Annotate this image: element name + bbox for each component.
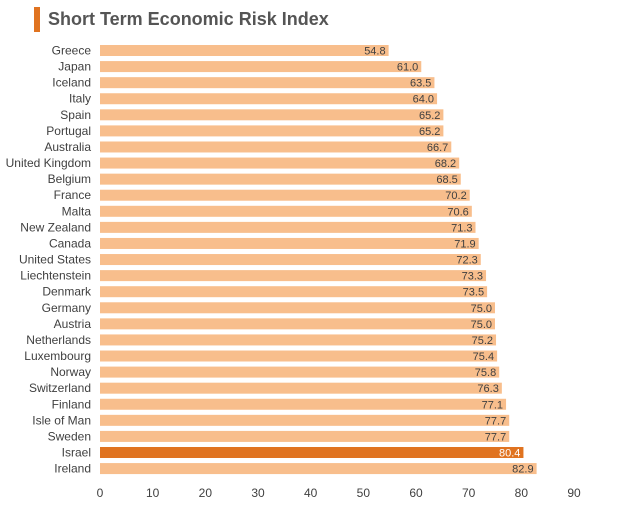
- category-label-malta: Malta: [62, 204, 92, 218]
- bar-malta: [100, 205, 472, 217]
- category-label-switzerland: Switzerland: [29, 381, 91, 395]
- x-tick-label-20: 20: [199, 486, 213, 500]
- value-label-belgium: 68.5: [436, 174, 457, 186]
- value-label-luxembourg: 75.4: [473, 351, 494, 363]
- value-label-japan: 61.0: [397, 62, 418, 74]
- category-label-norway: Norway: [50, 365, 91, 379]
- value-label-united-kingdom: 68.2: [435, 158, 456, 170]
- value-label-ireland: 82.9: [512, 464, 533, 476]
- x-tick-label-80: 80: [515, 486, 529, 500]
- value-label-israel: 80.4: [499, 448, 520, 460]
- value-label-italy: 64.0: [413, 94, 434, 106]
- category-label-sweden: Sweden: [48, 429, 91, 443]
- chart-title: Short Term Economic Risk Index: [48, 9, 329, 29]
- bar-israel: [100, 447, 524, 458]
- bar-finland: [100, 398, 507, 410]
- bar-denmark: [100, 286, 488, 298]
- value-label-isle-of-man: 77.7: [485, 415, 506, 427]
- bar-spain: [100, 109, 444, 121]
- category-label-canada: Canada: [49, 236, 91, 250]
- x-tick-label-70: 70: [462, 486, 476, 500]
- bar-united-states: [100, 254, 481, 266]
- bar-new-zealand: [100, 221, 476, 233]
- value-label-france: 70.2: [445, 190, 466, 202]
- x-tick-label-0: 0: [97, 486, 104, 500]
- bar-switzerland: [100, 382, 502, 394]
- category-label-new-zealand: New Zealand: [20, 220, 91, 234]
- category-label-israel: Israel: [62, 446, 91, 460]
- category-label-france: France: [54, 188, 92, 202]
- category-label-united-kingdom: United Kingdom: [6, 156, 91, 170]
- bar-greece: [100, 45, 389, 56]
- category-label-netherlands: Netherlands: [26, 333, 91, 347]
- x-tick-label-30: 30: [251, 486, 265, 500]
- value-label-austria: 75.0: [471, 319, 492, 331]
- value-label-liechtenstein: 73.3: [462, 271, 483, 283]
- bar-canada: [100, 237, 479, 249]
- value-label-malta: 70.6: [447, 206, 468, 218]
- category-label-luxembourg: Luxembourg: [24, 349, 91, 363]
- category-label-finland: Finland: [52, 397, 91, 411]
- value-label-norway: 75.8: [475, 367, 496, 379]
- value-label-germany: 75.0: [471, 303, 492, 315]
- bar-ireland: [100, 463, 537, 475]
- bar-japan: [100, 61, 422, 73]
- category-label-italy: Italy: [69, 92, 91, 106]
- category-label-belgium: Belgium: [48, 172, 91, 186]
- category-label-denmark: Denmark: [42, 285, 92, 299]
- bar-netherlands: [100, 334, 497, 346]
- value-label-united-states: 72.3: [456, 255, 477, 267]
- bar-germany: [100, 302, 495, 314]
- value-label-switzerland: 76.3: [477, 383, 498, 395]
- value-label-portugal: 65.2: [419, 126, 440, 138]
- category-label-united-states: United States: [19, 253, 91, 267]
- title-accent-bar: [34, 7, 40, 32]
- bar-iceland: [100, 77, 435, 89]
- value-label-netherlands: 75.2: [472, 335, 493, 347]
- bar-belgium: [100, 173, 461, 185]
- bar-isle-of-man: [100, 414, 510, 426]
- bar-italy: [100, 93, 438, 105]
- x-tick-label-50: 50: [357, 486, 371, 500]
- x-tick-label-10: 10: [146, 486, 160, 500]
- bar-norway: [100, 366, 500, 378]
- value-label-australia: 66.7: [427, 142, 448, 154]
- category-label-greece: Greece: [52, 44, 92, 58]
- value-label-denmark: 73.5: [463, 287, 484, 299]
- category-label-portugal: Portugal: [46, 124, 91, 138]
- value-label-sweden: 77.7: [485, 431, 506, 443]
- value-label-new-zealand: 71.3: [451, 222, 472, 234]
- bar-france: [100, 189, 470, 201]
- x-tick-label-60: 60: [409, 486, 423, 500]
- category-label-iceland: Iceland: [52, 76, 91, 90]
- category-label-spain: Spain: [60, 108, 91, 122]
- bar-austria: [100, 318, 495, 330]
- x-tick-label-40: 40: [304, 486, 318, 500]
- x-tick-label-90: 90: [567, 486, 581, 500]
- value-label-canada: 71.9: [454, 238, 475, 250]
- category-label-austria: Austria: [54, 317, 92, 331]
- bar-portugal: [100, 125, 444, 137]
- category-label-isle-of-man: Isle of Man: [32, 413, 91, 427]
- bar-liechtenstein: [100, 270, 487, 282]
- category-label-liechtenstein: Liechtenstein: [20, 269, 91, 283]
- value-label-spain: 65.2: [419, 110, 440, 122]
- category-label-germany: Germany: [42, 301, 91, 315]
- bar-united-kingdom: [100, 157, 460, 169]
- category-label-ireland: Ireland: [54, 462, 91, 476]
- category-label-australia: Australia: [44, 140, 91, 154]
- value-label-greece: 54.8: [364, 46, 385, 58]
- value-label-iceland: 63.5: [410, 78, 431, 90]
- bar-australia: [100, 141, 452, 153]
- bar-sweden: [100, 430, 510, 442]
- category-label-japan: Japan: [58, 60, 91, 74]
- value-label-finland: 77.1: [482, 399, 503, 411]
- bar-luxembourg: [100, 350, 498, 362]
